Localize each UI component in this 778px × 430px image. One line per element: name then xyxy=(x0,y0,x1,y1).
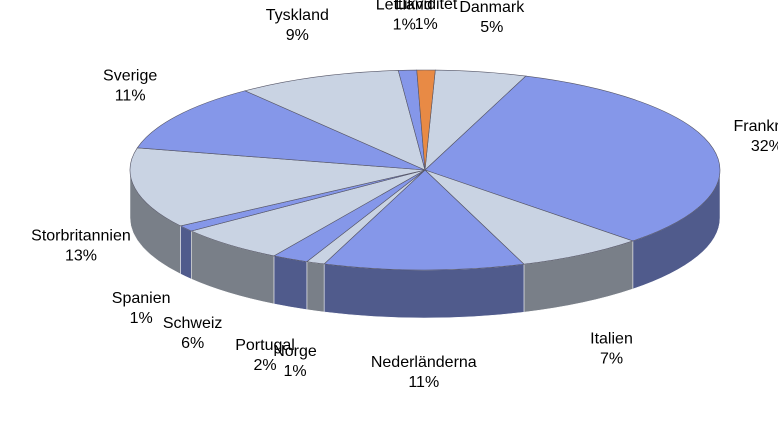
slice-label: Likviditet xyxy=(395,0,458,13)
slice-value-label: 2% xyxy=(253,357,276,374)
slice-side xyxy=(180,225,192,280)
slice-value-label: 7% xyxy=(600,350,623,367)
slice-label: Frankrike xyxy=(733,118,778,135)
slice xyxy=(244,70,426,171)
slice xyxy=(424,169,634,265)
slice-value-label: 6% xyxy=(181,335,204,352)
slice-label: Storbritannien xyxy=(31,228,131,245)
slice-label: Schweiz xyxy=(163,315,223,332)
slice xyxy=(424,75,721,242)
slice xyxy=(416,69,436,171)
slice-label: Norge xyxy=(273,343,317,360)
slice-label: Nederländerna xyxy=(371,354,477,371)
slice-label: Portugal xyxy=(235,337,295,354)
slice-side xyxy=(306,261,325,313)
slice-value-label: 5% xyxy=(480,19,503,36)
slice-value-label: 1% xyxy=(415,16,438,33)
slice-side xyxy=(273,255,308,310)
slice-label: Sverige xyxy=(103,68,157,85)
slice-value-label: 9% xyxy=(286,27,309,44)
slice-value-label: 11% xyxy=(408,374,439,391)
slice-label: Italien xyxy=(590,330,633,347)
slice-label: Danmark xyxy=(459,0,525,16)
slice xyxy=(136,90,426,171)
slice-value-label: 11% xyxy=(115,88,146,105)
slice-value-label: 13% xyxy=(65,248,97,265)
slice xyxy=(129,147,426,227)
slice-label: Tyskland xyxy=(266,7,329,24)
slice xyxy=(323,169,525,271)
slice-label: Lettland xyxy=(376,0,433,14)
slice-value-label: 1% xyxy=(130,310,153,327)
slice-value-label: 1% xyxy=(393,16,416,33)
slice-label: Spanien xyxy=(112,290,171,307)
slice-value-label: 32% xyxy=(751,138,778,155)
slice-value-label: 1% xyxy=(283,363,306,380)
slice-side xyxy=(323,263,525,319)
